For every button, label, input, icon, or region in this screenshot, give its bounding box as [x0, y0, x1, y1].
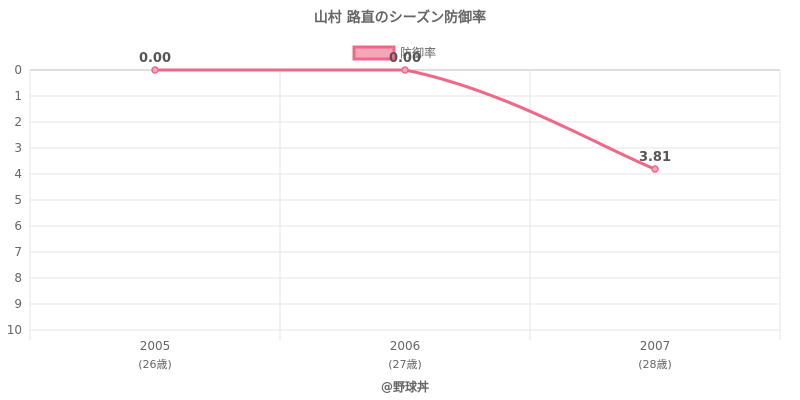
y-tick-label: 1 — [14, 89, 22, 103]
data-label: 0.00 — [389, 51, 421, 66]
data-point[interactable] — [151, 66, 159, 74]
x-tick-label: 2006 — [390, 339, 421, 353]
legend-swatch — [352, 45, 396, 61]
y-tick-label: 5 — [14, 193, 22, 207]
y-tick-label: 7 — [14, 245, 22, 259]
series: 0.00 0.00 3.81 — [139, 51, 671, 173]
y-tick-label: 10 — [7, 323, 22, 337]
y-tick-label: 6 — [14, 219, 22, 233]
series-line — [153, 68, 657, 171]
y-tick-label: 0 — [14, 63, 22, 77]
x-tick-sublabel: (26歳) — [138, 358, 172, 371]
legend-label: 防御率 — [400, 45, 436, 60]
y-tick-label: 8 — [14, 271, 22, 285]
x-tick-sublabel: (28歳) — [638, 358, 672, 371]
y-tick-label: 2 — [14, 115, 22, 129]
grid — [29, 69, 781, 340]
credit-text: @野球丼 — [381, 379, 429, 394]
y-tick-label: 3 — [14, 141, 22, 155]
x-tick-label: 2005 — [140, 339, 171, 353]
x-tick-sublabel: (27歳) — [388, 358, 422, 371]
chart-title: 山村 路直のシーズン防御率 — [314, 9, 486, 26]
legend[interactable]: 防御率 — [352, 45, 436, 61]
y-axis: 0 1 2 3 4 5 6 7 8 9 10 — [7, 63, 22, 337]
y-tick-label: 9 — [14, 297, 22, 311]
data-point[interactable] — [651, 165, 659, 173]
y-tick-label: 4 — [14, 167, 22, 181]
data-point[interactable] — [401, 66, 409, 74]
data-label: 3.81 — [639, 150, 671, 165]
data-label: 0.00 — [139, 51, 171, 66]
x-tick-label: 2007 — [640, 339, 671, 353]
x-axis: 2005 (26歳) 2006 (27歳) 2007 (28歳) — [138, 339, 672, 371]
